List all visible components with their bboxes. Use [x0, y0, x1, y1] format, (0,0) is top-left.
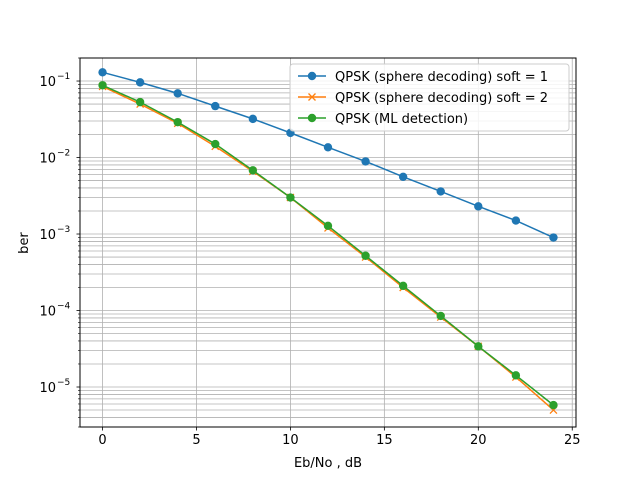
data-point: [398, 172, 408, 181]
y-tick-label-exponent: −3: [57, 225, 70, 235]
x-axis-label: Eb/No , dB: [294, 456, 362, 471]
y-tick-label-base: 10: [39, 381, 56, 396]
legend-label: QPSK (sphere decoding) soft = 2: [335, 91, 548, 106]
legend-marker: [308, 93, 316, 101]
data-point: [135, 97, 145, 107]
y-tick-label-exponent: −2: [57, 149, 70, 159]
x-tick-label: 25: [564, 433, 581, 448]
legend-entry: QPSK (sphere decoding) soft = 2: [298, 91, 548, 106]
data-point: [436, 187, 445, 196]
y-tick-label-base: 10: [39, 305, 56, 320]
data-point: [511, 371, 521, 380]
data-point: [286, 193, 295, 202]
x-tick-label: 20: [470, 433, 487, 448]
data-point: [211, 139, 220, 149]
legend-entry: QPSK (sphere decoding) soft = 1: [298, 70, 548, 85]
x-tick-label: 0: [98, 433, 106, 448]
data-point: [323, 221, 333, 231]
y-tick-label: 10 −2: [39, 149, 70, 167]
data-point: [248, 114, 258, 124]
y-tick-label-exponent: −5: [57, 378, 70, 388]
data-point: [98, 68, 107, 77]
legend-label: QPSK (sphere decoding) soft = 1: [335, 70, 548, 85]
y-tick-label: 10 −3: [39, 225, 70, 243]
data-point: [361, 251, 370, 260]
data-point: [248, 166, 258, 175]
data-point: [98, 81, 107, 90]
legend-entry: QPSK (ML detection): [298, 112, 468, 127]
series-group: [98, 68, 558, 414]
y-tick-label: 10 −5: [39, 378, 70, 396]
data-point: [436, 311, 445, 321]
y-tick-label-base: 10: [39, 228, 56, 243]
x-tick-label: 5: [192, 433, 200, 448]
y-axis-label: ber: [17, 232, 32, 254]
x-tick-label: 15: [376, 433, 393, 448]
data-point: [135, 78, 145, 87]
y-tick-label: 10 −4: [39, 302, 70, 320]
y-tick-label: 10 −1: [39, 72, 70, 90]
data-point: [173, 117, 182, 127]
data-point: [398, 281, 408, 291]
data-point: [549, 233, 558, 242]
legend-label: QPSK (ML detection): [335, 112, 468, 127]
legend-marker: [307, 113, 317, 123]
data-point: [549, 400, 558, 410]
legend-box: [289, 63, 570, 132]
x-tick-label: 10: [282, 433, 299, 448]
data-point: [361, 157, 370, 166]
data-point: [323, 143, 333, 152]
y-tick-label-exponent: −4: [57, 302, 71, 312]
data-point: [173, 89, 182, 98]
data-point: [474, 202, 483, 211]
y-tick-label-base: 10: [39, 75, 56, 90]
data-point: [211, 101, 220, 111]
legend-marker: [307, 71, 317, 81]
y-tick-label-base: 10: [39, 152, 56, 167]
y-tick-label-exponent: −1: [57, 72, 70, 82]
data-point: [511, 216, 521, 225]
legend: QPSK (sphere decoding) soft = 1 QPSK (sph…: [289, 63, 570, 132]
data-point: [474, 342, 483, 351]
series-1: [98, 68, 558, 242]
series-3: [98, 81, 558, 410]
plot-frame: [79, 57, 577, 428]
